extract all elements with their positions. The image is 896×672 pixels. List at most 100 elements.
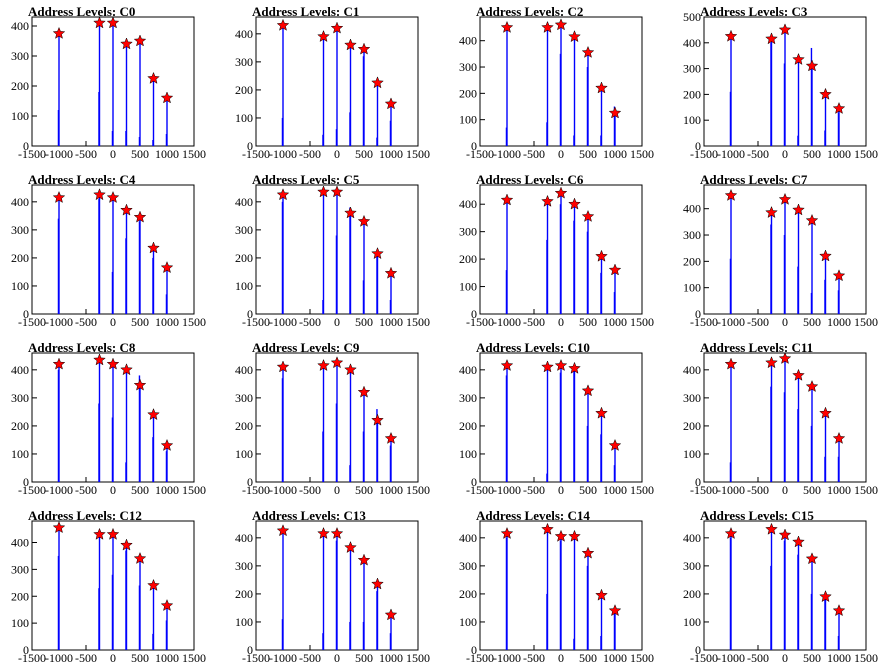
star-marker (357, 553, 371, 566)
x-tick-label: 500 (355, 147, 373, 161)
panel-title: Address Levels: C1 (252, 4, 360, 19)
star-marker (819, 406, 832, 419)
x-tick-label: -1500 (466, 483, 494, 497)
y-tick-label: 300 (11, 223, 29, 237)
star-marker (805, 59, 819, 72)
x-tick-label: 0 (334, 147, 340, 161)
y-tick-label: 200 (459, 587, 477, 601)
x-tick-label: -1000 (493, 315, 521, 329)
x-tick-label: -1000 (269, 651, 297, 665)
x-tick-label: 0 (110, 147, 116, 161)
histogram-panel: 0 100 200 300 400 -1500 -1000 -500 0 500 1000 1500 A… (224, 0, 448, 168)
star-marker (554, 18, 568, 31)
panel-title: Address Levels: C5 (252, 172, 360, 187)
y-tick-label: 400 (235, 363, 253, 377)
x-tick-label: 500 (579, 147, 597, 161)
y-tick-label: 0 (23, 475, 29, 489)
x-tick-label: -1500 (466, 147, 494, 161)
y-tick-label: 100 (235, 111, 253, 125)
x-tick-label: 1000 (155, 147, 179, 161)
y-tick-label: 200 (11, 79, 29, 93)
star-marker (106, 527, 120, 540)
x-tick-label: 0 (110, 651, 116, 665)
star-marker (724, 357, 738, 370)
x-tick-label: 1000 (827, 315, 851, 329)
star-marker (371, 247, 384, 260)
y-tick-label: 400 (459, 34, 477, 48)
star-marker (778, 351, 792, 365)
panel-title: Address Levels: C4 (28, 172, 136, 187)
y-tick-label: 100 (11, 447, 29, 461)
y-tick-label: 300 (683, 391, 701, 405)
star-marker (541, 360, 554, 373)
star-marker (805, 213, 819, 226)
x-tick-label: 500 (579, 651, 597, 665)
star-marker (317, 185, 330, 198)
histogram-plot: 0 100 200 300 400 -1500 -1000 -500 0 500 1000 1500 (11, 520, 206, 665)
star-marker (554, 186, 568, 199)
y-tick-label: 200 (683, 254, 701, 268)
star-marker (500, 20, 514, 33)
star-marker (608, 106, 622, 119)
x-tick-label: 1500 (182, 315, 206, 329)
y-tick-label: 300 (683, 62, 701, 76)
x-tick-label: -500 (747, 651, 769, 665)
star-marker (384, 266, 398, 279)
star-marker (724, 29, 738, 42)
x-tick-label: -1500 (690, 315, 718, 329)
star-marker (52, 190, 66, 204)
histogram-panel: 0 100 200 300 400 -1500 -1000 -500 0 500 1000 1500 A… (0, 168, 224, 336)
x-tick-label: 0 (782, 147, 788, 161)
x-tick-label: -1500 (18, 315, 46, 329)
star-marker (344, 540, 357, 554)
star-marker (568, 197, 581, 210)
x-tick-label: 1500 (854, 483, 878, 497)
x-tick-label: -1000 (269, 147, 297, 161)
x-tick-label: -1000 (493, 147, 521, 161)
star-marker (160, 91, 174, 104)
y-tick-label: 0 (247, 307, 253, 321)
y-tick-label: 200 (683, 587, 701, 601)
histogram-panel: 0 100 200 300 400 -1500 -1000 -500 0 500 1000 1500 A… (672, 504, 896, 672)
histogram-panel: 0 100 200 300 400 -1500 -1000 -500 0 500 1000 1500 A… (448, 336, 672, 504)
star-marker (765, 522, 778, 535)
star-marker (120, 37, 133, 50)
star-marker (357, 214, 371, 227)
y-tick-label: 400 (11, 195, 29, 209)
x-tick-label: 1000 (827, 147, 851, 161)
x-tick-label: 1000 (379, 483, 403, 497)
x-tick-label: -1500 (18, 483, 46, 497)
star-marker (93, 527, 106, 540)
x-tick-label: -500 (75, 483, 97, 497)
y-tick-label: 400 (459, 363, 477, 377)
star-marker (500, 526, 514, 540)
x-tick-label: -500 (299, 147, 321, 161)
x-tick-label: 500 (579, 483, 597, 497)
star-marker (568, 30, 581, 43)
x-tick-label: 1500 (406, 147, 430, 161)
histogram-plot: 0 100 200 300 400 -1500 -1000 -500 0 500 1000 1500 (235, 16, 430, 161)
y-tick-label: 200 (235, 419, 253, 433)
y-tick-label: 100 (459, 280, 477, 294)
x-tick-label: -500 (523, 483, 545, 497)
x-tick-label: -1000 (45, 315, 73, 329)
panel-title: Address Levels: C10 (476, 340, 590, 355)
x-tick-label: 1500 (630, 315, 654, 329)
star-marker (371, 76, 384, 89)
star-marker (832, 431, 846, 444)
star-marker (581, 384, 595, 397)
y-tick-label: 100 (683, 281, 701, 295)
y-tick-label: 100 (459, 447, 477, 461)
panel-title: Address Levels: C11 (700, 340, 814, 355)
y-tick-label: 100 (459, 615, 477, 629)
y-tick-label: 0 (23, 307, 29, 321)
star-marker (608, 604, 622, 617)
star-marker (595, 249, 608, 262)
star-marker (805, 379, 819, 393)
x-tick-label: 1500 (182, 651, 206, 665)
x-tick-label: 0 (558, 315, 564, 329)
histogram-panel: 0 100 200 300 400 -1500 -1000 -500 0 500 1000 1500 A… (448, 504, 672, 672)
x-tick-label: -1500 (690, 483, 718, 497)
y-tick-label: 0 (247, 475, 253, 489)
histogram-panel: 0 100 200 300 400 -1500 -1000 -500 0 500 1000 1500 A… (224, 504, 448, 672)
